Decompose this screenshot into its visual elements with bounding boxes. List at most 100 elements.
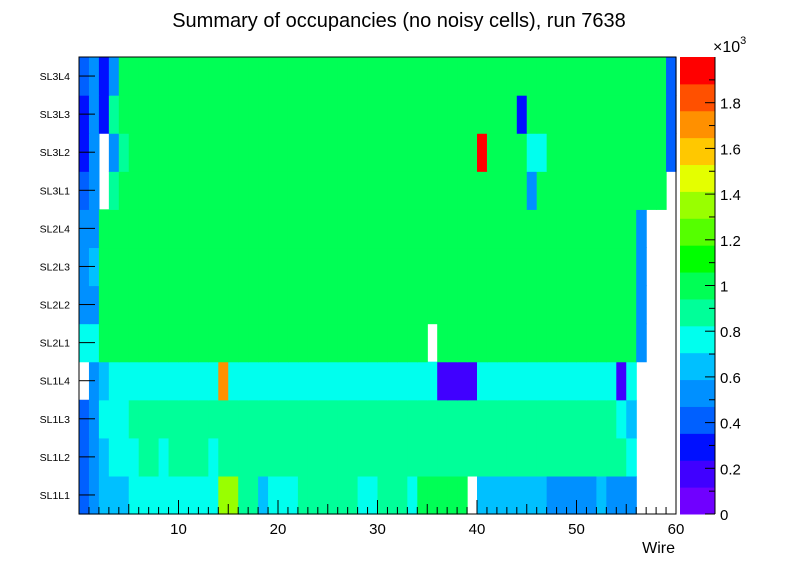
heatmap-cell-SL1L1-w15 xyxy=(218,475,229,515)
heatmap-cell-SL2L1-w15 xyxy=(218,323,229,363)
heatmap-cell-SL3L1-w39 xyxy=(457,171,468,210)
x-tick-label-20: 20 xyxy=(270,521,287,538)
heatmap-cell-SL2L2-w24 xyxy=(307,285,319,325)
heatmap-cell-SL3L3-w29 xyxy=(357,95,369,134)
heatmap-cell-SL1L3-w50 xyxy=(566,399,578,439)
heatmap-cell-SL1L1-w49 xyxy=(556,475,568,515)
heatmap-cell-SL2L1-w21 xyxy=(278,323,289,363)
y-tick-label-SL2L2: SL2L2 xyxy=(40,300,71,312)
heatmap-cell-SL1L4-w13 xyxy=(198,361,209,401)
heatmap-cell-SL2L4-w44 xyxy=(506,209,518,249)
heatmap-cell-SL1L3-w5 xyxy=(118,399,130,439)
heatmap-cell-SL2L2-w51 xyxy=(576,285,588,325)
heatmap-cell-SL2L2-w50 xyxy=(566,285,578,325)
heatmap-cell-SL1L3-w23 xyxy=(297,399,309,439)
heatmap-cell-SL1L1-w35 xyxy=(417,475,428,515)
heatmap-cell-SL1L1-w11 xyxy=(178,475,190,515)
heatmap-cell-SL1L3-w42 xyxy=(486,399,498,439)
heatmap-cell-SL2L4-w5 xyxy=(118,209,130,249)
heatmap-cell-SL3L1-w51 xyxy=(576,171,588,210)
heatmap-cell-SL1L4-w31 xyxy=(377,361,389,401)
heatmap-cell-SL3L4-w10 xyxy=(168,57,180,96)
heatmap-cell-SL2L4-w55 xyxy=(616,209,627,249)
heatmap-cell-SL2L4-w47 xyxy=(536,209,548,249)
heatmap-cell-SL2L2-w49 xyxy=(556,285,568,325)
heatmap-cell-SL2L3-w17 xyxy=(238,247,249,287)
heatmap-cell-SL3L3-w14 xyxy=(208,95,219,134)
heatmap-cell-SL2L2-w18 xyxy=(248,285,259,325)
heatmap-cell-SL2L1-w52 xyxy=(586,323,597,363)
heatmap-cell-SL1L4-w51 xyxy=(576,361,588,401)
heatmap-cell-SL1L1-w30 xyxy=(367,475,379,515)
heatmap-cell-SL2L2-w13 xyxy=(198,285,209,325)
heatmap-cell-SL2L1-w54 xyxy=(606,323,617,363)
x-tick-label-10: 10 xyxy=(170,521,187,538)
heatmap-cell-SL2L4-w22 xyxy=(287,209,299,249)
heatmap-cell-SL1L1-w13 xyxy=(198,475,209,515)
heatmap-cell-SL1L1-w50 xyxy=(566,475,578,515)
heatmap-cell-SL2L3-w53 xyxy=(596,247,607,287)
heatmap-cell-SL2L3-w43 xyxy=(496,247,508,287)
heatmap-cell-SL3L2-w27 xyxy=(337,133,349,172)
heatmap-cell-SL2L3-w8 xyxy=(148,247,160,287)
heatmap-cell-SL1L4-w16 xyxy=(228,361,239,401)
heatmap-cell-SL1L1-w43 xyxy=(496,475,508,515)
heatmap-cell-SL3L1-w41 xyxy=(477,171,488,210)
heatmap-cell-SL3L2-w44 xyxy=(506,133,518,172)
heatmap-cell-SL3L1-w17 xyxy=(238,171,249,210)
heatmap-cell-SL1L4-w19 xyxy=(258,361,269,401)
palette-tick-label-1.4: 1.4 xyxy=(720,187,741,204)
heatmap-cell-SL1L3-w30 xyxy=(367,399,379,439)
heatmap-cell-SL3L3-w4 xyxy=(108,95,120,134)
heatmap-cell-SL3L4-w24 xyxy=(307,57,319,96)
heatmap-cell-SL2L1-w25 xyxy=(317,323,329,363)
heatmap-cell-SL1L3-w31 xyxy=(377,399,389,439)
heatmap-cell-SL1L1-w20 xyxy=(268,475,279,515)
heatmap-cell-SL3L2-w48 xyxy=(546,133,558,172)
heatmap-cell-SL2L4-w9 xyxy=(158,209,170,249)
heatmap-cell-SL1L3-w28 xyxy=(347,399,359,439)
heatmap-cell-SL1L1-w48 xyxy=(546,475,558,515)
heatmap-cell-SL3L4-w43 xyxy=(496,57,508,96)
heatmap-cell-SL2L4-w31 xyxy=(377,209,389,249)
heatmap-cell-SL1L1-w45 xyxy=(516,475,528,515)
heatmap-cell-SL2L3-w22 xyxy=(287,247,299,287)
heatmap-cell-SL2L3-w36 xyxy=(427,247,438,287)
heatmap-cell-SL1L4-w54 xyxy=(606,361,617,401)
heatmap-cell-SL3L1-w53 xyxy=(596,171,607,210)
heatmap-cell-SL1L3-w13 xyxy=(198,399,209,439)
heatmap-cell-SL1L2-w56 xyxy=(626,437,637,477)
heatmap-cell-SL1L3-w21 xyxy=(278,399,289,439)
heatmap-cell-SL2L2-w38 xyxy=(447,285,458,325)
heatmap-cell-SL1L4-w27 xyxy=(337,361,349,401)
heatmap-cell-SL2L4-w8 xyxy=(148,209,160,249)
heatmap-cell-SL2L4-w34 xyxy=(407,209,418,249)
heatmap-cell-SL3L4-w52 xyxy=(586,57,597,96)
heatmap-cell-SL3L4-w48 xyxy=(546,57,558,96)
heatmap-cell-SL2L2-w26 xyxy=(327,285,339,325)
heatmap-cell-SL2L3-w13 xyxy=(198,247,209,287)
z-exponent-base: ×10 xyxy=(713,39,740,56)
heatmap-cell-SL2L1-w29 xyxy=(357,323,369,363)
heatmap-cell-SL3L1-w18 xyxy=(248,171,259,210)
heatmap-cell-SL1L2-w51 xyxy=(576,437,588,477)
heatmap-cell-SL1L2-w13 xyxy=(198,437,209,477)
heatmap-cell-SL1L1-w14 xyxy=(208,475,219,515)
heatmap-cell-SL3L2-w47 xyxy=(536,133,548,172)
x-tick-label-40: 40 xyxy=(469,521,486,538)
heatmap-cell-SL2L1-w17 xyxy=(238,323,249,363)
heatmap-cell-SL3L3-w59 xyxy=(656,95,667,134)
heatmap-cell-SL2L4-w32 xyxy=(387,209,398,249)
heatmap-cell-SL3L4-w6 xyxy=(128,57,140,96)
heatmap-cell-SL2L3-w56 xyxy=(626,247,637,287)
heatmap-cell-SL2L1-w56 xyxy=(626,323,637,363)
heatmap-cell-SL1L1-w4 xyxy=(108,475,120,515)
heatmap-cell-SL1L4-w47 xyxy=(536,361,548,401)
heatmap-cell-SL1L3-w15 xyxy=(218,399,229,439)
heatmap-cell-SL1L4-w6 xyxy=(128,361,140,401)
heatmap-cell-SL1L4-w10 xyxy=(168,361,180,401)
heatmap-cell-SL2L1-w13 xyxy=(198,323,209,363)
heatmap-cell-SL3L1-w8 xyxy=(148,171,160,210)
heatmap-cell-SL3L3-w45 xyxy=(516,95,528,134)
heatmap-cell-SL3L2-w51 xyxy=(576,133,588,172)
